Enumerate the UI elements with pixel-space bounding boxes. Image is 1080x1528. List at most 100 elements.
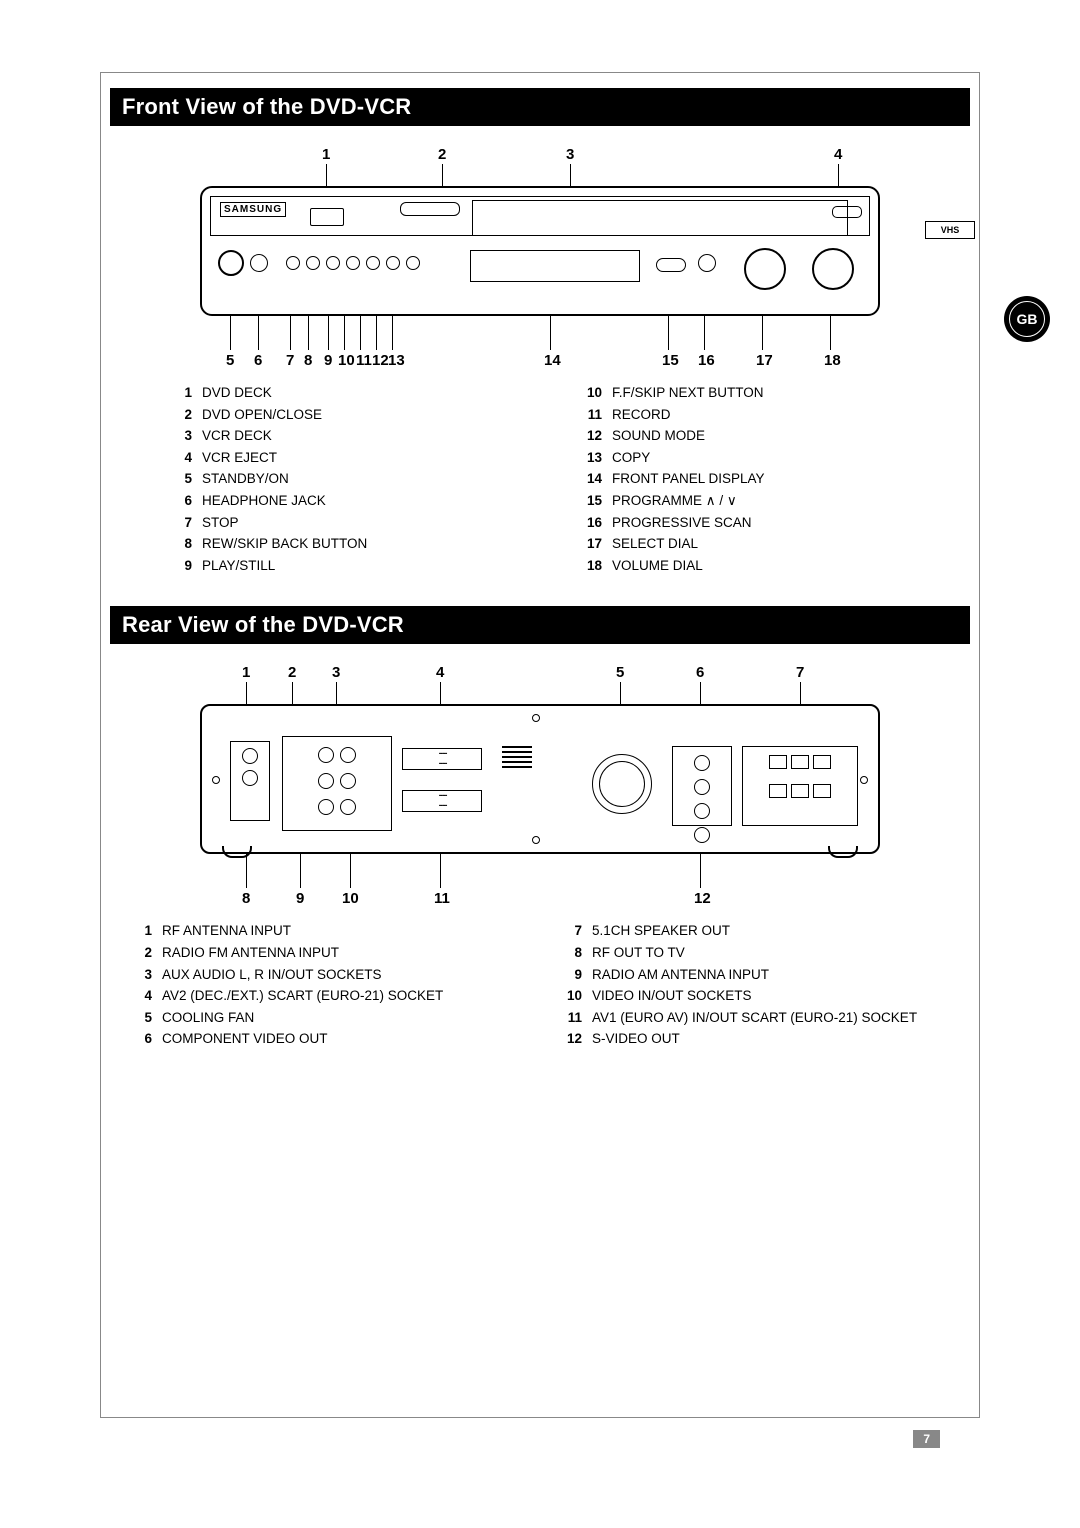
- front-top-num-1: 1: [322, 146, 330, 163]
- legend-row: 9PLAY/STILL: [170, 555, 540, 577]
- front-device-body: SAMSUNG VHS: [200, 186, 880, 316]
- front-top-num-4: 4: [834, 146, 842, 163]
- legend-row: 11RECORD: [580, 404, 950, 426]
- front-diagram: 1 2 3 4 SAMSUNG VHS: [200, 146, 880, 366]
- legend-row: 3VCR DECK: [170, 425, 540, 447]
- legend-row: 3AUX AUDIO L, R IN/OUT SOCKETS: [130, 964, 520, 986]
- legend-row: 1RF ANTENNA INPUT: [130, 920, 520, 942]
- legend-row: 5COOLING FAN: [130, 1007, 520, 1029]
- front-bot-num-5: 5: [226, 352, 234, 369]
- ff-button-icon: [346, 256, 360, 270]
- legend-row: 4AV2 (DEC./EXT.) SCART (EURO-21) SOCKET: [130, 985, 520, 1007]
- front-bot-num-11: 11: [356, 352, 372, 369]
- legend-row: 7STOP: [170, 512, 540, 534]
- front-bot-num-16: 16: [698, 352, 715, 369]
- copy-button-icon: [406, 256, 420, 270]
- rear-top-num-4: 4: [436, 664, 444, 681]
- front-button-row: [218, 250, 420, 276]
- front-bot-num-15: 15: [662, 352, 679, 369]
- volume-dial-icon: [812, 248, 854, 290]
- legend-row: 12SOUND MODE: [580, 425, 950, 447]
- front-bot-num-8: 8: [304, 352, 312, 369]
- legend-row: 8RF OUT TO TV: [560, 942, 950, 964]
- rear-bot-num-11: 11: [434, 890, 450, 907]
- front-legend-right: 10F.F/SKIP NEXT BUTTON 11RECORD 12SOUND …: [580, 382, 950, 576]
- headphone-jack-icon: [250, 254, 268, 272]
- rear-bot-num-9: 9: [296, 890, 304, 907]
- legend-row: 8REW/SKIP BACK BUTTON: [170, 533, 540, 555]
- av-block-icon: [282, 736, 392, 831]
- scart-av2-icon: ∙∙∙∙∙∙∙∙∙∙∙∙∙∙∙∙∙∙∙∙: [402, 748, 482, 770]
- front-bot-num-7: 7: [286, 352, 294, 369]
- front-bot-num-6: 6: [254, 352, 262, 369]
- pscan-button-icon: [698, 254, 716, 272]
- legend-row: 4VCR EJECT: [170, 447, 540, 469]
- legend-row: 9RADIO AM ANTENNA INPUT: [560, 964, 950, 986]
- front-bot-num-13: 13: [388, 352, 405, 369]
- legend-row: 11AV1 (EURO AV) IN/OUT SCART (EURO-21) S…: [560, 1007, 950, 1029]
- rear-top-num-3: 3: [332, 664, 340, 681]
- component-out-icon: [672, 746, 732, 826]
- rear-legend: 1RF ANTENNA INPUT 2RADIO FM ANTENNA INPU…: [130, 920, 950, 1050]
- legend-row: 10VIDEO IN/OUT SOCKETS: [560, 985, 950, 1007]
- legend-row: 75.1CH SPEAKER OUT: [560, 920, 950, 942]
- front-display-icon: [470, 250, 640, 282]
- rear-top-num-6: 6: [696, 664, 704, 681]
- legend-row: 6COMPONENT VIDEO OUT: [130, 1028, 520, 1050]
- legend-row: 2RADIO FM ANTENNA INPUT: [130, 942, 520, 964]
- rear-device-body: ∙∙∙∙∙∙∙∙∙∙∙∙∙∙∙∙∙∙∙∙ ∙∙∙∙∙∙∙∙∙∙∙∙∙∙∙∙∙∙∙…: [200, 704, 880, 854]
- vcr-slot-icon: VHS: [472, 200, 848, 236]
- language-badge-text: GB: [1009, 301, 1045, 337]
- front-bot-num-10: 10: [338, 352, 355, 369]
- language-badge: GB: [1004, 296, 1050, 342]
- rear-bot-num-12: 12: [694, 890, 711, 907]
- legend-row: 17SELECT DIAL: [580, 533, 950, 555]
- rf-panel-icon: [230, 741, 270, 821]
- programme-rocker-icon: [656, 258, 686, 272]
- front-bot-num-17: 17: [756, 352, 773, 369]
- scart-av1-icon: ∙∙∙∙∙∙∙∙∙∙∙∙∙∙∙∙∙∙∙∙: [402, 790, 482, 812]
- rec-button-icon: [366, 256, 380, 270]
- stop-button-icon: [286, 256, 300, 270]
- smode-button-icon: [386, 256, 400, 270]
- speaker-out-icon: [742, 746, 858, 826]
- front-top-num-3: 3: [566, 146, 574, 163]
- rear-top-num-5: 5: [616, 664, 624, 681]
- rear-top-num-1: 1: [242, 664, 250, 681]
- legend-row: 15PROGRAMME ∧ / ∨: [580, 490, 950, 512]
- heatsink-icon: [502, 746, 532, 776]
- play-button-icon: [326, 256, 340, 270]
- rear-bot-num-8: 8: [242, 890, 250, 907]
- rear-legend-left: 1RF ANTENNA INPUT 2RADIO FM ANTENNA INPU…: [130, 920, 520, 1050]
- rear-section-title: Rear View of the DVD-VCR: [110, 606, 970, 644]
- front-bot-num-9: 9: [324, 352, 332, 369]
- front-bot-num-18: 18: [824, 352, 841, 369]
- legend-row: 1DVD DECK: [170, 382, 540, 404]
- legend-row: 12S-VIDEO OUT: [560, 1028, 950, 1050]
- front-legend: 1DVD DECK 2DVD OPEN/CLOSE 3VCR DECK 4VCR…: [170, 382, 950, 576]
- page-number: 7: [913, 1430, 940, 1448]
- front-bot-num-12: 12: [372, 352, 389, 369]
- select-dial-icon: [744, 248, 786, 290]
- legend-row: 10F.F/SKIP NEXT BUTTON: [580, 382, 950, 404]
- standby-button-icon: [218, 250, 244, 276]
- rew-button-icon: [306, 256, 320, 270]
- rear-bot-num-10: 10: [342, 890, 359, 907]
- eject-icon: [832, 206, 862, 218]
- legend-row: 5STANDBY/ON: [170, 468, 540, 490]
- rear-top-num-7: 7: [796, 664, 804, 681]
- dvd-logo-icon: [310, 208, 344, 226]
- front-legend-left: 1DVD DECK 2DVD OPEN/CLOSE 3VCR DECK 4VCR…: [170, 382, 540, 576]
- brand-label: SAMSUNG: [220, 202, 286, 217]
- rear-diagram: 1 2 3 4 5 6 7 ∙∙∙∙∙∙∙∙∙∙∙∙∙∙∙∙∙∙∙∙ ∙∙∙∙∙…: [200, 664, 880, 904]
- vhs-label: VHS: [925, 221, 975, 239]
- legend-row: 14FRONT PANEL DISPLAY: [580, 468, 950, 490]
- front-bot-num-14: 14: [544, 352, 561, 369]
- dvd-tray-icon: [400, 202, 460, 216]
- front-section-title: Front View of the DVD-VCR: [110, 88, 970, 126]
- legend-row: 13COPY: [580, 447, 950, 469]
- front-top-num-2: 2: [438, 146, 446, 163]
- fan-icon: [592, 754, 652, 814]
- legend-row: 6HEADPHONE JACK: [170, 490, 540, 512]
- legend-row: 18VOLUME DIAL: [580, 555, 950, 577]
